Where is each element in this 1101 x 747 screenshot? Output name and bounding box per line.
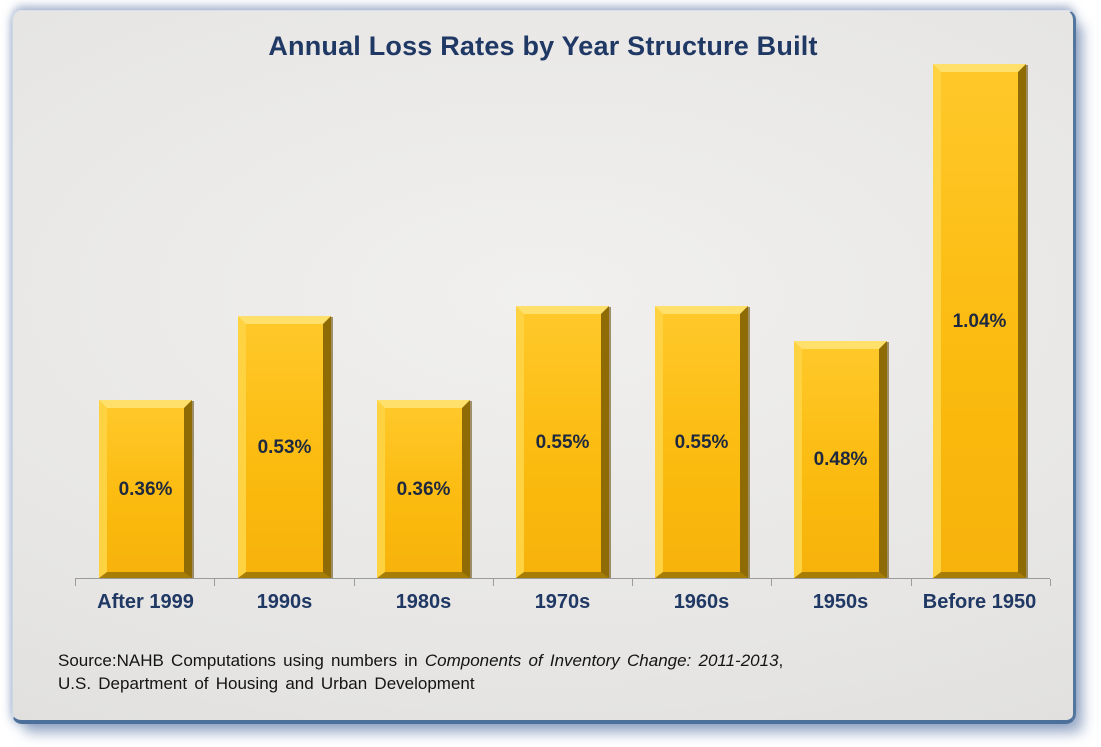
x-axis-line (75, 578, 1051, 587)
bar-value-label: 0.36% (396, 479, 451, 501)
x-axis-tick (353, 579, 355, 586)
x-category-label: 1970s (534, 591, 591, 613)
x-category-label: 1990s (256, 591, 313, 613)
bar-column: 0.53% (215, 64, 354, 578)
bar-value-label: 0.55% (535, 432, 590, 454)
x-category-label: After 1999 (97, 591, 194, 613)
bar-value-label: 0.53% (257, 437, 312, 459)
x-category-label: Before 1950 (922, 591, 1037, 613)
bar-column: 0.48% (771, 64, 910, 578)
x-axis-tick (632, 579, 634, 586)
source-note: Source:NAHB Computations using numbers i… (58, 649, 978, 695)
bar-value-label: 0.36% (118, 479, 173, 501)
slide-panel: Annual Loss Rates by Year Structure Buil… (12, 10, 1076, 724)
bar: 0.36% (99, 400, 192, 578)
bar: 1.04% (933, 64, 1026, 578)
bar-chart: 0.36% 0.53% 0.36% 0.55% 0.55% 0.48% 1.04% Afte… (13, 11, 1073, 720)
bar: 0.55% (655, 306, 748, 578)
bar: 0.48% (794, 340, 887, 578)
x-axis-labels: After 1999 1990s 1980s 1970s 1960s 1950s Befor… (76, 591, 1049, 614)
bar-column: 0.36% (354, 64, 493, 578)
x-axis-tick (492, 579, 494, 586)
bar: 0.53% (238, 316, 331, 578)
plot-area: 0.36% 0.53% 0.36% 0.55% 0.55% 0.48% 1.04% (76, 64, 1049, 578)
x-axis-tick (771, 579, 773, 586)
x-axis-tick (1050, 579, 1051, 586)
bar-value-label: 0.48% (813, 449, 868, 471)
x-category-label: 1980s (395, 591, 452, 613)
x-axis-tick (910, 579, 912, 586)
bar-value-label: 0.55% (674, 432, 729, 454)
x-axis-tick (214, 579, 216, 586)
source-text: Source:NAHB Computations using numbers i… (58, 651, 425, 670)
x-category-label: 1950s (812, 591, 869, 613)
bar-column: 1.04% (910, 64, 1049, 578)
bar-column: 0.55% (493, 64, 632, 578)
chart-title: Annual Loss Rates by Year Structure Buil… (268, 31, 818, 61)
source-line2: U.S. Department of Housing and Urban Dev… (58, 674, 475, 693)
x-category-label: 1960s (673, 591, 730, 613)
source-publication-title: Components of Inventory Change: 2011-201… (424, 651, 779, 670)
bar: 0.55% (516, 306, 609, 578)
bar: 0.36% (377, 400, 470, 578)
bar-value-label: 1.04% (952, 311, 1007, 332)
bar-column: 0.55% (632, 64, 771, 578)
source-comma: , (778, 651, 784, 670)
bar-column: 0.36% (76, 64, 215, 578)
x-axis-tick (75, 579, 76, 586)
